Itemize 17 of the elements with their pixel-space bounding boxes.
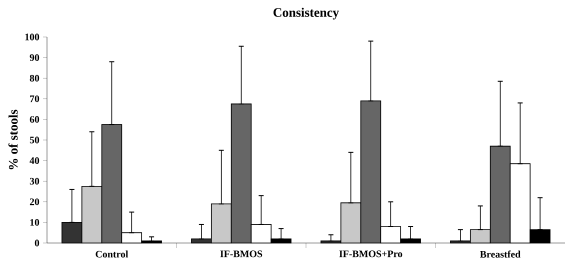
y-tick-label: 40 <box>30 157 40 164</box>
y-tick-label: 70 <box>30 95 40 102</box>
y-tick-label: 80 <box>30 74 40 82</box>
y-tick-label: 10 <box>30 219 40 226</box>
y-tick-label: 90 <box>30 54 40 61</box>
x-tick-label: IF-BMOS <box>220 250 262 258</box>
x-tick-label: IF-BMOS+Pro <box>339 250 402 258</box>
y-tick-label: 20 <box>30 198 40 206</box>
x-tick-label: Control <box>96 250 128 258</box>
y-tick-label: 100 <box>25 34 40 40</box>
y-tick-label: 30 <box>30 178 40 185</box>
y-axis-title: % of stools <box>8 110 18 170</box>
y-tick-label: 0 <box>34 240 40 246</box>
x-tick-label: Breastfed <box>480 250 521 258</box>
y-tick-label: 50 <box>30 136 40 144</box>
y-tick-label: 60 <box>30 116 40 123</box>
chart-title: Consistency <box>274 8 339 20</box>
